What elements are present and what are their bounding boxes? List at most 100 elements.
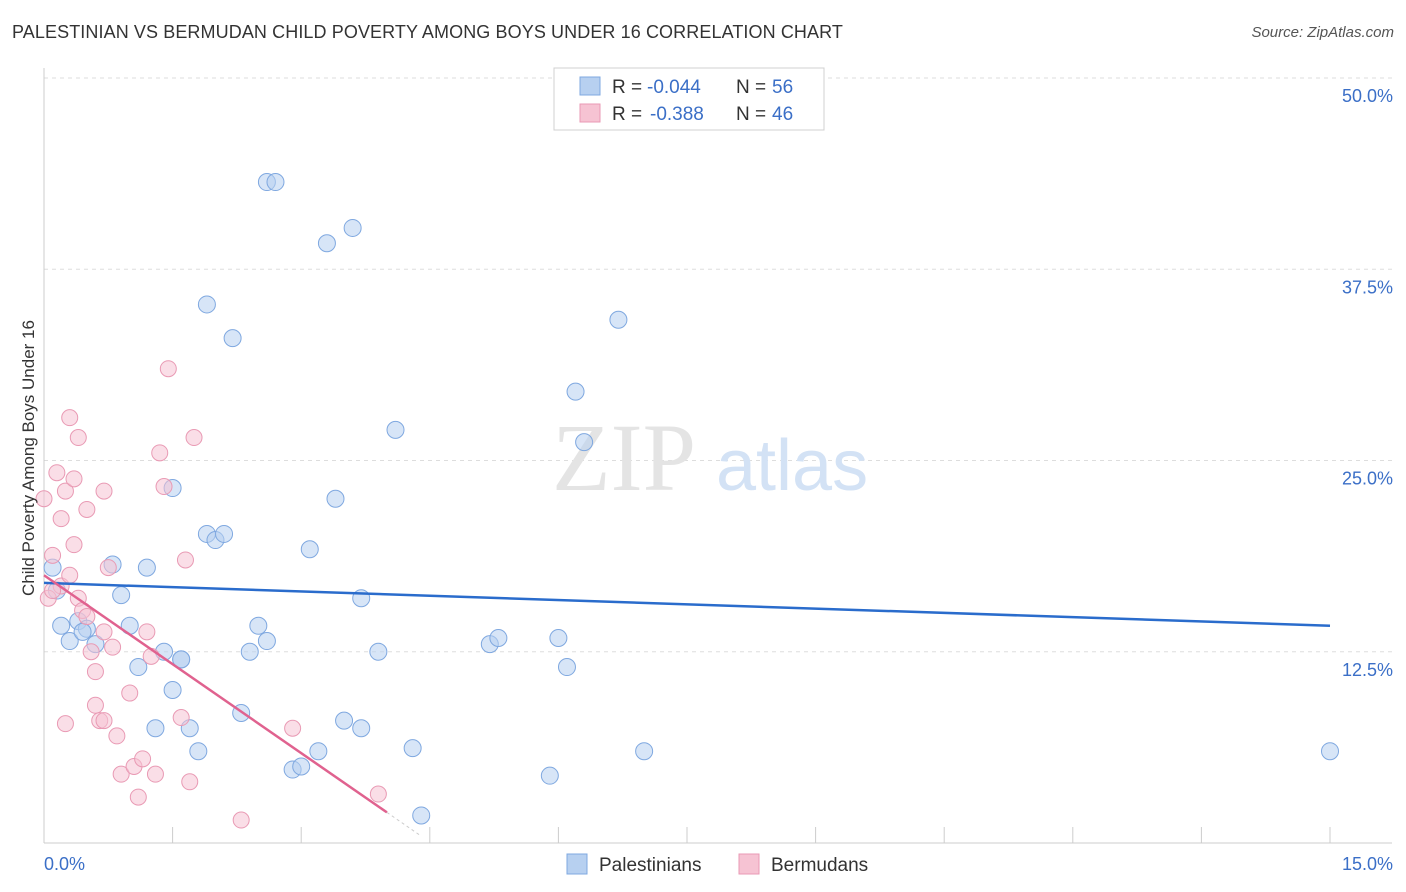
series-bermudans <box>35 360 387 829</box>
legend-r-value-1: -0.044 <box>647 77 701 98</box>
bermudans-point-39 <box>185 429 203 447</box>
bermudans-point-35 <box>159 360 177 378</box>
palestinians-point-55 <box>172 650 191 669</box>
palestinians-point-20 <box>197 295 216 314</box>
palestinians-point-49 <box>566 382 585 401</box>
x-tick-labels: 0.0% 15.0% <box>44 854 1393 874</box>
bermudans-point-17 <box>86 663 104 681</box>
palestinians-point-41 <box>386 420 405 439</box>
y-tick-labels: 12.5% 25.0% 37.5% 50.0% <box>1342 86 1393 680</box>
palestinians-point-26 <box>249 616 268 635</box>
palestinians-point-45 <box>489 628 508 647</box>
bermudans-point-20 <box>95 623 113 641</box>
palestinians-point-32 <box>300 540 319 559</box>
y-tick-label-2: 37.5% <box>1342 277 1393 297</box>
bottom-legend-label-palestinians: Palestinians <box>599 855 701 876</box>
bermudans-point-14 <box>78 608 96 626</box>
palestinians-point-3 <box>60 632 79 651</box>
bermudans-point-6 <box>56 482 74 500</box>
bermudans-point-22 <box>99 559 117 577</box>
y-tick-label-1: 25.0% <box>1342 469 1393 489</box>
bermudans-point-8 <box>61 566 79 584</box>
x-tick-label-0: 0.0% <box>44 854 85 874</box>
bermudans-point-29 <box>134 750 152 768</box>
bermudans-point-24 <box>108 727 126 745</box>
bermudans-point-10 <box>65 536 83 554</box>
palestinians-point-11 <box>137 558 156 577</box>
palestinians-point-10 <box>129 658 148 677</box>
palestinians-point-51 <box>609 310 628 329</box>
legend-r-value-2: -0.388 <box>650 104 704 125</box>
trend-line-palestinians <box>43 581 1331 627</box>
legend-swatch-pink <box>579 103 601 123</box>
palestinians-point-43 <box>412 806 431 825</box>
source-label: Source: ZipAtlas.com <box>1251 24 1394 41</box>
bermudans-point-18 <box>86 696 104 714</box>
bermudans-point-25 <box>112 765 130 783</box>
legend-r-label-1: R = <box>612 77 642 98</box>
y-tick-label-0: 12.5% <box>1342 660 1393 680</box>
palestinians-point-47 <box>549 628 568 647</box>
palestinians-point-54 <box>73 622 92 641</box>
legend-n-label-1: N = <box>736 77 766 98</box>
palestinians-point-36 <box>335 711 354 730</box>
palestinians-point-37 <box>343 218 362 237</box>
palestinians-point-40 <box>369 642 388 661</box>
bermudans-point-33 <box>151 444 169 462</box>
chart-title: PALESTINIAN VS BERMUDAN CHILD POVERTY AM… <box>12 22 844 42</box>
bermudans-point-45 <box>95 712 113 730</box>
legend-n-label-2: N = <box>736 104 766 125</box>
bermudans-point-40 <box>232 811 250 829</box>
palestinians-point-52 <box>635 742 654 761</box>
legend-r-label-2: R = <box>612 104 642 125</box>
bermudans-point-44 <box>56 715 74 733</box>
bermudans-point-30 <box>138 623 156 641</box>
palestinians-point-8 <box>112 586 131 605</box>
bottom-legend-swatch-bermudans <box>738 853 760 875</box>
bermudans-point-26 <box>121 684 139 702</box>
bermudans-point-34 <box>155 478 173 496</box>
data-points <box>35 173 1339 829</box>
palestinians-point-53 <box>1321 742 1339 761</box>
bermudans-point-42 <box>369 785 387 803</box>
palestinians-point-35 <box>326 489 345 508</box>
palestinians-point-2 <box>52 616 71 635</box>
watermark: ZIP atlas <box>552 404 868 511</box>
palestinians-point-12 <box>146 719 165 738</box>
watermark-atlas: atlas <box>716 426 868 506</box>
palestinians-point-14 <box>163 681 182 699</box>
stats-legend: R = -0.044 N = 56 R = -0.388 N = 46 <box>553 67 825 131</box>
bermudans-point-36 <box>172 709 190 727</box>
palestinians-point-27 <box>257 632 276 651</box>
palestinians-point-29 <box>266 173 285 192</box>
y-axis-label: Child Poverty Among Boys Under 16 <box>19 320 38 596</box>
bermudans-point-21 <box>95 482 113 500</box>
bermudans-point-2 <box>44 546 62 564</box>
bermudans-point-41 <box>284 719 302 737</box>
palestinians-point-33 <box>309 742 328 761</box>
bermudans-point-16 <box>82 643 100 661</box>
legend-swatch-blue <box>579 76 601 96</box>
palestinians-point-46 <box>540 766 559 785</box>
palestinians-point-23 <box>223 329 242 348</box>
axes <box>43 68 1392 844</box>
trend-lines <box>43 574 1331 837</box>
x-tick-label-1: 15.0% <box>1342 854 1393 874</box>
bermudans-point-32 <box>146 765 164 783</box>
palestinians-point-22 <box>215 524 234 543</box>
bottom-legend-label-bermudans: Bermudans <box>771 855 868 876</box>
palestinians-point-25 <box>240 642 259 661</box>
bermudans-point-28 <box>129 788 147 806</box>
trend-line-bermudans-extension <box>386 811 422 837</box>
grid-lines <box>44 77 1392 653</box>
y-tick-label-3: 50.0% <box>1342 86 1393 106</box>
palestinians-point-48 <box>557 658 576 677</box>
bermudans-point-38 <box>181 773 199 791</box>
legend-n-value-1: 56 <box>772 77 793 98</box>
bermudans-point-7 <box>61 409 79 427</box>
bermudans-point-4 <box>52 510 70 528</box>
bermudans-point-9 <box>65 470 83 488</box>
bermudans-point-37 <box>176 551 194 569</box>
watermark-zip: ZIP <box>552 404 696 511</box>
